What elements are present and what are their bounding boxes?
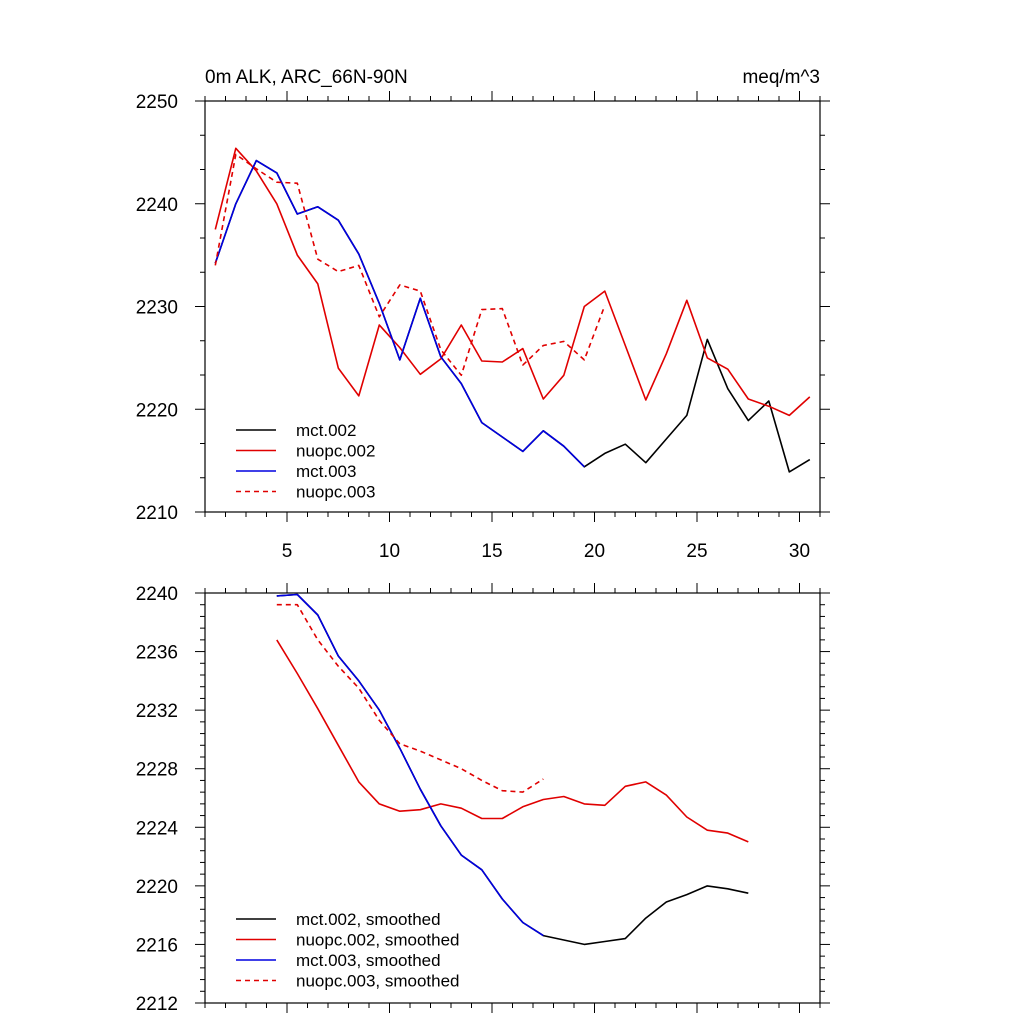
legend-label: mct.003, smoothed xyxy=(296,951,441,970)
x-tick-label: 25 xyxy=(686,541,707,562)
top-title-right: meq/m^3 xyxy=(742,67,820,88)
y-tick-label: 2232 xyxy=(136,701,178,722)
series-line-mct-003-smoothed xyxy=(276,593,544,937)
legend-label: nuopc.003 xyxy=(296,483,375,502)
legend-label: mct.002 xyxy=(296,421,356,440)
y-tick-label: 2216 xyxy=(136,935,178,956)
series-line-mct-003 xyxy=(214,159,585,468)
series-line-nuopc-003 xyxy=(214,153,606,377)
legend-label: nuopc.002 xyxy=(296,442,375,461)
legend-label: mct.003 xyxy=(296,462,356,481)
y-tick-label: 2220 xyxy=(136,877,178,898)
series-line-nuopc-002 xyxy=(214,147,811,417)
y-tick-label: 2224 xyxy=(136,818,179,839)
legend-label: nuopc.002, smoothed xyxy=(296,931,460,950)
bottom-panel: 2212 2216 2220 2224 2228 2232 2236 2240 mct.002,… xyxy=(136,583,830,1015)
y-tick-label: 2220 xyxy=(136,400,178,421)
series-line-nuopc-003-smoothed xyxy=(276,603,544,793)
y-tick-label: 2230 xyxy=(136,298,178,319)
y-tick-label: 2228 xyxy=(136,760,178,781)
y-tick-label: 2240 xyxy=(136,195,178,216)
series-line-nuopc-002-smoothed xyxy=(276,639,749,843)
y-tick-label: 2250 xyxy=(136,92,178,113)
x-tick-label: 20 xyxy=(584,541,605,562)
y-tick-label: 2236 xyxy=(136,643,178,664)
top-title-left: 0m ALK, ARC_66N-90N xyxy=(205,67,408,88)
y-tick-label: 2240 xyxy=(136,584,178,605)
x-tick-label: 30 xyxy=(789,541,810,562)
y-tick-label: 2210 xyxy=(136,503,178,524)
x-tick-label: 10 xyxy=(379,541,400,562)
series-line-mct-002-smoothed xyxy=(276,593,749,946)
top-panel: 0m ALK, ARC_66N-90N meq/m^3 5 10 15 20 25 30 2… xyxy=(136,67,830,562)
y-tick-label: 2212 xyxy=(136,994,178,1015)
legend-label: nuopc.003, smoothed xyxy=(296,972,460,991)
x-tick-label: 15 xyxy=(481,541,502,562)
x-tick-label: 5 xyxy=(282,541,293,562)
legend-label: mct.002, smoothed xyxy=(296,910,441,929)
